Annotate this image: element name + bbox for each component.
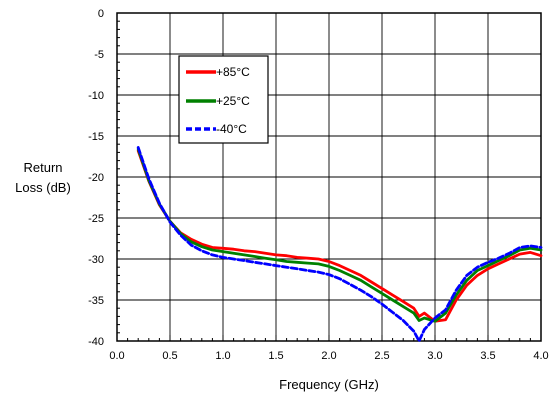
y-tick-label: -5 — [94, 49, 104, 61]
legend-label-85c: +85°C — [216, 65, 250, 79]
series-line-0 — [136, 149, 543, 323]
axis-ticks — [116, 12, 542, 342]
y-tick-label: -25 — [88, 213, 104, 225]
series-line-1 — [136, 147, 543, 323]
x-tick-label: 0.0 — [109, 350, 124, 362]
x-tick-label: 4.0 — [533, 350, 548, 362]
y-tick-labels: 0 -5 -10 -15 -20 -25 -30 -35 -40 — [88, 8, 104, 348]
y-tick-label: -30 — [88, 254, 104, 266]
y-tick-label: 0 — [98, 8, 104, 20]
x-tick-labels: 0.0 0.5 1.0 1.5 2.0 2.5 3.0 3.5 4.0 — [109, 350, 548, 362]
x-tick-label: 0.5 — [162, 350, 177, 362]
series-lines — [136, 146, 543, 343]
legend: +85°C +25°C -40°C — [178, 55, 269, 144]
y-tick-label: -15 — [88, 131, 104, 143]
y-tick-label: -40 — [88, 336, 104, 348]
legend-label-minus40c: -40°C — [216, 122, 247, 136]
x-tick-label: 2.0 — [321, 350, 336, 362]
x-tick-label: 3.0 — [427, 350, 442, 362]
y-axis-label-line1: Return — [23, 160, 62, 175]
y-axis-label-line2: Loss (dB) — [15, 180, 71, 195]
x-tick-label: 3.5 — [480, 350, 495, 362]
legend-label-25c: +25°C — [216, 94, 250, 108]
y-tick-label: -35 — [88, 295, 104, 307]
x-tick-label: 2.5 — [374, 350, 389, 362]
y-tick-label: -10 — [88, 90, 104, 102]
x-axis-label: Frequency (GHz) — [279, 377, 379, 392]
x-tick-label: 1.0 — [215, 350, 230, 362]
y-tick-label: -20 — [88, 172, 104, 184]
series-line-2 — [136, 146, 543, 343]
x-tick-label: 1.5 — [268, 350, 283, 362]
